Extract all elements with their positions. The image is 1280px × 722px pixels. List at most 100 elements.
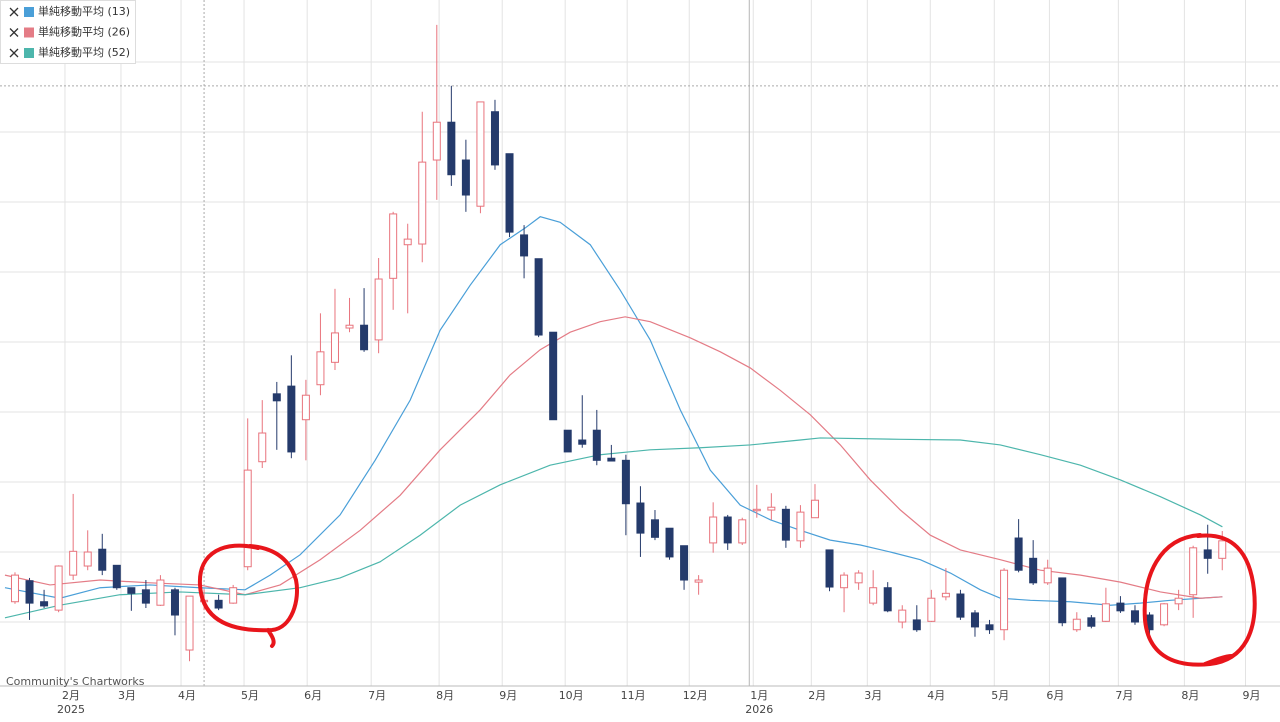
candle — [345, 297, 354, 333]
candle — [1130, 605, 1139, 625]
candle — [229, 584, 238, 604]
legend-item[interactable]: 単純移動平均 (13) — [9, 4, 130, 18]
candle-body — [1014, 537, 1023, 571]
candle — [1101, 587, 1110, 623]
candle — [170, 587, 179, 636]
candle-body — [229, 587, 238, 604]
candle — [534, 258, 543, 338]
candle — [680, 545, 689, 590]
candle — [447, 85, 456, 186]
legend-item[interactable]: 単純移動平均 (26) — [9, 25, 130, 39]
legend-label: 単純移動平均 (26) — [38, 25, 130, 39]
x-tick-label: 8月 — [436, 689, 454, 702]
candle-body — [549, 331, 558, 421]
candle — [360, 288, 369, 352]
candle — [432, 24, 441, 200]
candle — [389, 211, 398, 310]
candle — [54, 565, 63, 613]
candle — [927, 589, 936, 623]
candle-body — [912, 619, 921, 631]
candle-body — [54, 565, 63, 611]
x-tick-label: 12月 — [683, 689, 708, 702]
candle-body — [243, 469, 252, 568]
candle-body — [360, 324, 369, 351]
candle-body — [1087, 617, 1096, 627]
candle — [912, 605, 921, 632]
candle — [767, 493, 776, 520]
candle-body — [767, 506, 776, 511]
candle — [752, 484, 761, 518]
x-tick-label: 5月 — [241, 689, 259, 702]
candle — [141, 580, 150, 609]
candle-body — [898, 609, 907, 623]
candle-body — [970, 612, 979, 628]
candle — [287, 355, 296, 459]
candle-body — [345, 324, 354, 329]
candle-body — [1160, 603, 1169, 626]
candle-body — [1000, 569, 1009, 631]
candle — [694, 575, 703, 595]
candle-body — [301, 394, 310, 421]
candle — [1203, 524, 1212, 574]
candle-body — [170, 589, 179, 616]
candle-body — [752, 508, 761, 512]
candle-body — [796, 511, 805, 542]
x-tick-label: 10月 — [559, 689, 584, 702]
x-tick-label: 3月 — [118, 689, 136, 702]
candle — [810, 484, 819, 519]
legend-label: 単純移動平均 (52) — [38, 45, 130, 59]
candle — [272, 381, 281, 450]
legend-remove-icon[interactable] — [9, 7, 19, 17]
candle — [1189, 545, 1198, 618]
x-tick-label: 5月 — [991, 689, 1009, 702]
candle-body — [156, 579, 165, 606]
legend: 単純移動平均 (13) 単純移動平均 (26) 単純移動平均 (52) — [0, 0, 136, 64]
candle-body — [214, 599, 223, 609]
candle-body — [985, 624, 994, 631]
candle-body — [694, 579, 703, 583]
candle — [505, 153, 514, 238]
candle-body — [69, 550, 78, 576]
legend-remove-icon[interactable] — [9, 48, 19, 58]
candle-body — [941, 592, 950, 598]
candle-body — [258, 432, 267, 463]
candle — [825, 549, 834, 592]
x-tick-label: 2月 — [62, 689, 80, 702]
candle — [781, 505, 790, 548]
candle — [607, 444, 616, 462]
legend-box — [0, 0, 136, 64]
candle — [1058, 577, 1067, 627]
candle — [156, 575, 165, 606]
candle-body — [1189, 547, 1198, 596]
candle-body — [1029, 557, 1038, 584]
candle-body — [621, 459, 630, 505]
legend-item[interactable]: 単純移動平均 (52) — [9, 45, 130, 59]
candle-body — [112, 564, 121, 589]
candle — [1160, 603, 1169, 627]
candle-body — [883, 587, 892, 612]
legend-remove-icon[interactable] — [9, 28, 19, 37]
candle — [461, 139, 470, 212]
candle — [10, 572, 19, 604]
candle-body — [83, 551, 92, 567]
candle — [738, 517, 747, 546]
candle — [83, 530, 92, 571]
candle-body — [1043, 567, 1052, 584]
candle-body — [636, 502, 645, 534]
candle-body — [476, 101, 485, 207]
candle-body — [1203, 549, 1212, 559]
candle — [258, 400, 267, 469]
candle — [374, 258, 383, 354]
candle-body — [563, 429, 572, 453]
candle-body — [490, 111, 499, 166]
candle — [69, 493, 78, 581]
x-tick-label: 3月 — [864, 689, 882, 702]
plot-area — [0, 0, 1280, 686]
candle-body — [316, 351, 325, 386]
candle — [490, 99, 499, 170]
candle — [40, 589, 49, 609]
candle-body — [185, 595, 194, 651]
candle-body — [403, 238, 412, 246]
candle — [854, 570, 863, 590]
